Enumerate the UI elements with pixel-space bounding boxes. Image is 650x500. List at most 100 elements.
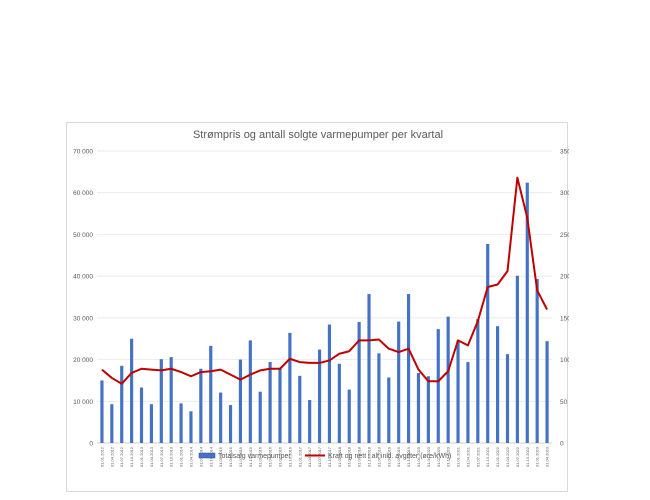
x-tick-label: 01.10.2018 [367, 446, 372, 467]
y-right-tick-label: 300 [560, 190, 569, 197]
bar [496, 326, 500, 443]
y-left-tick-label: 50 000 [73, 232, 93, 239]
x-tick-label: 01.07.2013 [159, 446, 164, 467]
x-tick-label: 01.01.2013 [139, 446, 144, 467]
bar [515, 275, 519, 443]
bar [238, 359, 243, 443]
bar [209, 345, 213, 443]
chart: Strømpris og antall solgte varmepumper p… [73, 129, 569, 467]
bar [406, 294, 411, 443]
bar [525, 182, 529, 443]
x-tick-label: 01.10.2013 [169, 446, 174, 467]
y-left-tick-label: 30 000 [73, 315, 93, 322]
bar [199, 368, 203, 443]
x-tick-label: 01.01.2018 [337, 446, 342, 467]
x-tick-label: 01.01.2021 [456, 446, 461, 467]
y-right-tick-label: 350 [560, 149, 569, 156]
x-tick-label: 01.10.2021 [485, 446, 490, 467]
grid-lines [97, 150, 552, 444]
y-right-tick-label: 200 [560, 274, 569, 281]
x-tick-label: 01.04.2014 [188, 446, 193, 467]
bar [337, 363, 341, 443]
x-tick-label: 01.10.2020 [446, 446, 451, 467]
x-tick-label: 01.07.2021 [475, 446, 480, 467]
x-tick-label: 01.01.2016 [258, 446, 263, 467]
x-tick-label: 01.01.2022 [495, 446, 500, 467]
bar [100, 380, 104, 443]
bar [456, 340, 460, 443]
y-right-tick-label: 250 [560, 232, 569, 239]
x-tick-label: 01.01.2019 [376, 446, 381, 467]
bar [416, 372, 421, 443]
bar [248, 340, 252, 443]
y-left-tick-label: 20 000 [73, 357, 93, 364]
legend-label-bar: Totalsalg varmepumper [218, 453, 291, 460]
legend-label-line: Kraft og nett i alt inkl. avgifter (øre/… [328, 453, 451, 460]
bar [278, 367, 282, 443]
x-tick-label: 01.04.2019 [386, 446, 391, 467]
bar [446, 316, 450, 443]
bar [377, 353, 381, 443]
y-left-tick-label: 70 000 [73, 149, 93, 156]
bar [436, 329, 440, 443]
y-right-tick-label: 0 [560, 441, 564, 448]
y-right-tick-label: 150 [560, 315, 569, 322]
x-tick-label: 01.04.2022 [505, 446, 510, 467]
x-tick-label: 01.10.2022 [525, 446, 530, 467]
bar [505, 354, 510, 443]
bar [110, 404, 114, 443]
y-left-tick-label: 10 000 [73, 399, 93, 406]
bar [169, 357, 173, 443]
chart-frame: Strømpris og antall solgte varmepumper p… [66, 122, 569, 492]
x-tick-label: 01.10.2016 [287, 446, 292, 467]
x-tick-label: 01.10.2015 [248, 446, 253, 467]
bar [288, 332, 292, 443]
x-tick-label: 01.04.2013 [149, 446, 154, 467]
x-tick-label: 01.04.2020 [426, 446, 431, 467]
bar [357, 322, 361, 443]
bar [367, 294, 371, 443]
price-line [101, 176, 548, 385]
bar [347, 389, 351, 443]
y-axis-left: 0 10 000 20 000 30 000 40 000 50 000 60 000 70 … [73, 149, 93, 448]
x-tick-label: 01.04.2023 [545, 446, 550, 467]
bar [298, 375, 302, 443]
x-tick-label: 01.07.2019 [396, 446, 401, 467]
bar [535, 279, 539, 443]
x-tick-label: 01.01.2012 [99, 446, 104, 467]
x-tick-label: 01.01.2015 [218, 446, 223, 467]
y-left-tick-label: 0 [89, 441, 93, 448]
x-tick-label: 01.07.2017 [317, 446, 322, 467]
bar [466, 362, 470, 443]
x-tick-label: 01.10.2019 [406, 446, 411, 467]
x-tick-label: 01.07.2020 [436, 446, 441, 467]
x-tick-label: 01.07.2015 [238, 446, 243, 467]
bar [397, 321, 401, 443]
x-tick-label: 01.07.2012 [119, 446, 124, 467]
bar [387, 377, 391, 443]
x-tick-label: 01.04.2015 [228, 446, 233, 467]
line-series [101, 176, 548, 385]
bar [149, 404, 153, 443]
x-tick-label: 01.04.2021 [465, 446, 470, 467]
bar [268, 362, 272, 443]
x-axis: 01.01.2012 01.04.2012 01.07.2012 01.10.2012… [99, 446, 549, 467]
x-tick-label: 01.01.2014 [179, 446, 184, 467]
x-tick-label: 01.07.2022 [515, 446, 520, 467]
bar [120, 365, 124, 443]
bar [327, 324, 332, 443]
bar [317, 349, 322, 443]
bar [228, 405, 233, 443]
bar [219, 392, 223, 443]
legend-swatch-bar [198, 452, 216, 459]
y-left-tick-label: 60 000 [73, 190, 93, 197]
x-tick-label: 01.10.2012 [129, 446, 134, 467]
bar [130, 338, 134, 443]
bar [308, 400, 312, 443]
bar [159, 359, 163, 443]
chart-title: Strømpris og antall solgte varmepumper p… [193, 129, 443, 141]
bar [179, 403, 183, 443]
y-right-tick-label: 100 [560, 357, 569, 364]
x-tick-label: 01.07.2016 [277, 446, 282, 467]
x-tick-label: 01.07.2018 [357, 446, 362, 467]
